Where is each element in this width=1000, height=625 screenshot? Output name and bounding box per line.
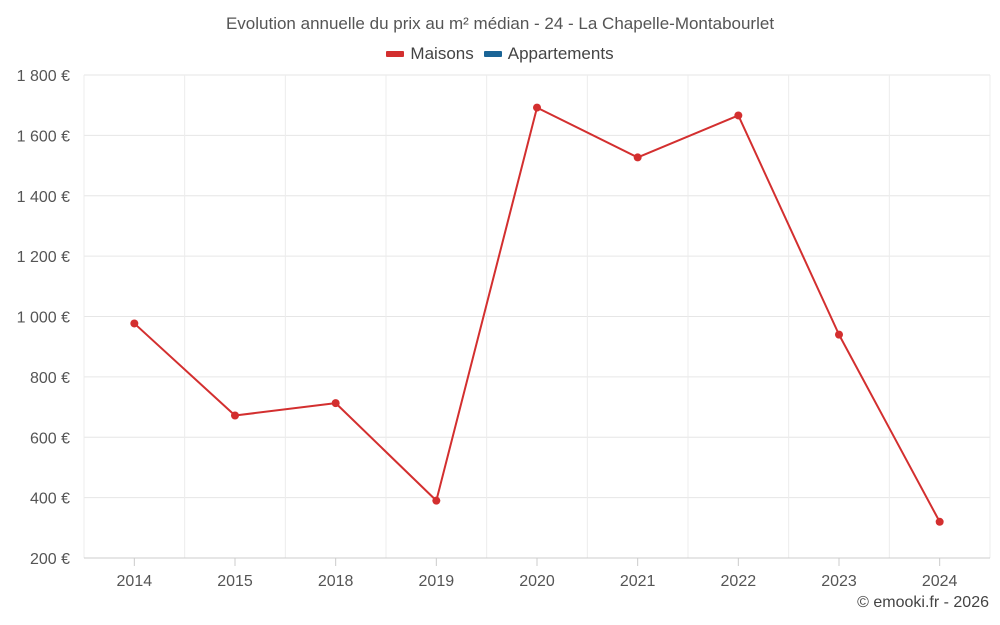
data-point[interactable] <box>130 319 139 328</box>
x-tick-label: 2021 <box>620 573 656 590</box>
series-line-maisons <box>133 106 941 523</box>
legend-item-maisons[interactable]: Maisons <box>386 44 474 64</box>
x-tick-label: 2023 <box>821 573 857 590</box>
y-tick-label: 1 000 € <box>17 310 70 327</box>
legend: Maisons Appartements <box>0 44 1000 64</box>
legend-item-appartements[interactable]: Appartements <box>483 44 614 64</box>
x-tick-label: 2022 <box>721 573 757 590</box>
copyright-credit: © emooki.fr - 2026 <box>857 594 989 611</box>
data-point[interactable] <box>734 111 743 120</box>
x-tick-label: 2024 <box>922 573 958 590</box>
data-point[interactable] <box>331 399 340 408</box>
x-tick-label: 2020 <box>519 573 555 590</box>
legend-label-appartements: Appartements <box>507 44 614 63</box>
y-tick-label: 800 € <box>30 370 70 387</box>
data-point[interactable] <box>935 517 944 526</box>
y-tick-label: 600 € <box>30 430 70 447</box>
chart-title: Evolution annuelle du prix au m² médian … <box>225 14 775 33</box>
y-tick-label: 1 200 € <box>17 249 70 266</box>
y-tick-label: 400 € <box>30 491 70 508</box>
legend-swatch-maisons <box>386 51 405 57</box>
x-tick-label: 2015 <box>217 573 253 590</box>
data-point[interactable] <box>432 496 441 505</box>
x-tick-label: 2018 <box>318 573 354 590</box>
y-tick-label: 1 400 € <box>17 189 70 206</box>
y-tick-label: 1 600 € <box>17 128 70 145</box>
legend-swatch-appartements <box>483 51 502 57</box>
y-tick-label: 200 € <box>30 551 70 568</box>
data-point[interactable] <box>835 330 843 339</box>
data-point[interactable] <box>533 103 541 112</box>
data-point[interactable] <box>231 411 239 420</box>
x-tick-label: 2014 <box>117 573 153 590</box>
data-point[interactable] <box>633 153 642 162</box>
x-tick-label: 2019 <box>419 573 455 590</box>
y-tick-label: 1 800 € <box>17 68 70 85</box>
legend-label-maisons: Maisons <box>410 44 474 63</box>
